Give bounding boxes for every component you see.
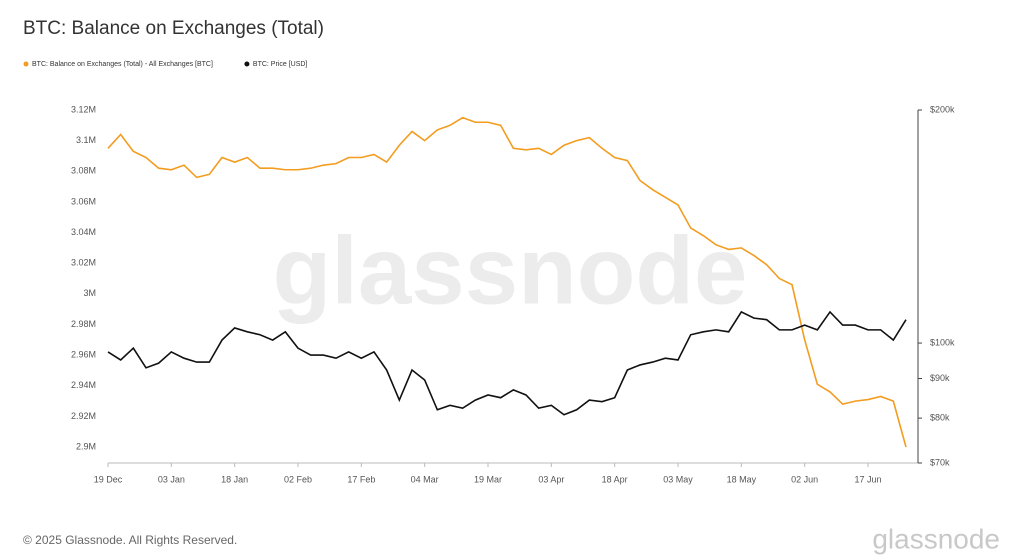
x-tick-label: 03 Apr	[538, 474, 564, 484]
x-tick-label: 17 Jun	[854, 474, 881, 484]
y-tick-label: 3.06M	[71, 196, 96, 206]
y-tick-label: 2.96M	[71, 350, 96, 360]
y-tick-label: 2.98M	[71, 319, 96, 329]
x-tick-label: 19 Dec	[94, 474, 123, 484]
legend-marker	[23, 61, 29, 67]
legend-label: BTC: Price [USD]	[253, 61, 308, 68]
x-tick-label: 02 Jun	[791, 474, 818, 484]
y2-tick-label: $100k	[930, 337, 955, 347]
x-tick-label: 18 Apr	[602, 474, 628, 484]
copyright: © 2025 Glassnode. All Rights Reserved.	[23, 533, 237, 547]
series-line	[107, 116, 907, 448]
x-tick-label: 18 Jan	[221, 474, 248, 484]
y-tick-label: 2.9M	[76, 441, 96, 451]
x-tick-label: 18 May	[727, 474, 757, 484]
x-tick-label: 02 Feb	[284, 474, 312, 484]
brand-logo: glassnode	[872, 523, 1000, 554]
y2-tick-label: $90k	[930, 373, 950, 383]
legend-label: BTC: Balance on Exchanges (Total) - All …	[32, 61, 213, 68]
y2-tick-label: $70k	[930, 457, 950, 467]
y-tick-label: 3M	[83, 288, 96, 298]
legend-marker	[244, 61, 250, 67]
x-tick-label: 04 Mar	[411, 474, 439, 484]
x-tick-label: 03 May	[663, 474, 693, 484]
y-tick-label: 3.12M	[71, 104, 96, 114]
y2-tick-label: $80k	[930, 412, 950, 422]
y-tick-label: 3.08M	[71, 166, 96, 176]
x-tick-label: 17 Feb	[347, 474, 375, 484]
watermark: glassnode	[273, 217, 748, 324]
y-tick-label: 2.94M	[71, 380, 96, 390]
x-tick-label: 19 Mar	[474, 474, 502, 484]
x-tick-label: 03 Jan	[158, 474, 185, 484]
y-tick-label: 2.92M	[71, 411, 96, 421]
series-line	[107, 310, 907, 416]
y-tick-label: 3.1M	[76, 135, 96, 145]
y-tick-label: 3.04M	[71, 227, 96, 237]
y2-tick-label: $200k	[930, 104, 955, 114]
chart-title: BTC: Balance on Exchanges (Total)	[23, 18, 324, 39]
y-tick-label: 3.02M	[71, 258, 96, 268]
